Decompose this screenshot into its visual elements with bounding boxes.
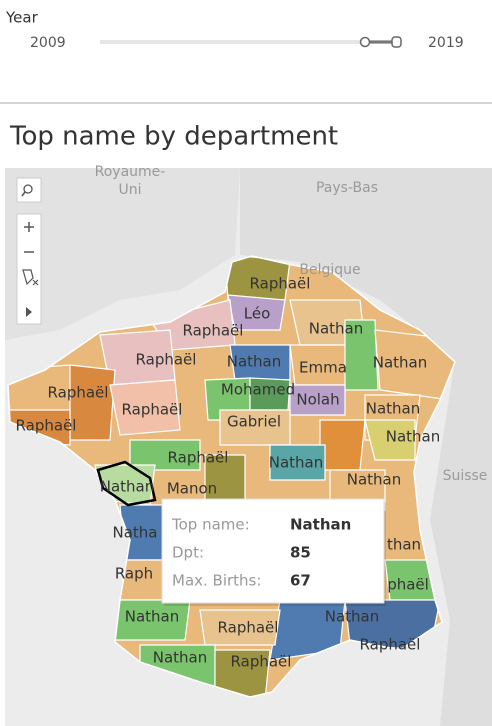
selected-department[interactable] bbox=[96, 460, 157, 507]
slider-thumb-min[interactable] bbox=[359, 36, 371, 48]
country-label: Uni bbox=[118, 182, 141, 198]
department-label: Raphaël bbox=[122, 401, 183, 419]
search-icon bbox=[23, 184, 33, 194]
country-label: Belgique bbox=[299, 262, 360, 278]
department-label: Nathan bbox=[153, 649, 208, 667]
tooltip-box bbox=[161, 498, 385, 604]
department-label: Léo bbox=[244, 305, 271, 323]
tooltip-label: Dpt: bbox=[172, 544, 204, 562]
country-label: Royaume- bbox=[95, 164, 166, 180]
department-label: Manon bbox=[167, 480, 217, 498]
search-icon bbox=[21, 191, 26, 197]
department-label: Raphaël bbox=[183, 322, 244, 340]
department-label: Nathan bbox=[325, 608, 380, 626]
slider-thumb-max[interactable] bbox=[391, 36, 402, 48]
zoom-in[interactable] bbox=[24, 222, 34, 232]
filter-min: 2009 bbox=[30, 35, 66, 51]
department-label: Nathan bbox=[269, 454, 324, 472]
department-label: Nolah bbox=[296, 391, 339, 409]
country-label: Pays-Bas bbox=[316, 180, 378, 196]
department-label: Natha bbox=[113, 524, 158, 542]
department-label: Nathan bbox=[309, 320, 364, 338]
department-label: than bbox=[387, 536, 421, 554]
department-label: Gabriel bbox=[227, 413, 281, 431]
department-labels: Raphaël Léo Raphaël Nathan Raphaël Natha… bbox=[16, 275, 441, 671]
department-label: Raphaël bbox=[250, 275, 311, 293]
tooltip: Top name: Nathan Dpt: 85 Max. Births: 67 bbox=[161, 498, 386, 606]
filter-max: 2019 bbox=[428, 35, 464, 51]
department-label: Nathan bbox=[347, 471, 402, 489]
department-label: Raphaël bbox=[360, 636, 421, 654]
department-label: Nathan bbox=[373, 354, 428, 372]
department-label: Nathan bbox=[100, 478, 155, 496]
department-label: Nathan bbox=[386, 428, 441, 446]
department-label: Raphaël bbox=[218, 619, 279, 637]
map-toolbar bbox=[16, 177, 42, 325]
tooltip-value: 85 bbox=[290, 544, 311, 562]
department-label: Raphaël bbox=[136, 351, 197, 369]
department-label: Raphaël bbox=[16, 417, 77, 435]
tooltip-label: Top name: bbox=[171, 516, 250, 534]
land-neighbours bbox=[240, 168, 492, 726]
department-label: Emma bbox=[299, 359, 347, 377]
expand-button[interactable] bbox=[26, 307, 32, 317]
land-uk bbox=[5, 168, 240, 340]
tooltip-label: Max. Births: bbox=[172, 572, 261, 590]
reset-button[interactable] bbox=[22, 269, 39, 286]
tooltip-value: Nathan bbox=[290, 516, 351, 534]
department-label: Nathan bbox=[125, 608, 180, 626]
sheet-title: Top name by department bbox=[9, 122, 338, 152]
department-label: Raph bbox=[115, 565, 153, 583]
search-button[interactable] bbox=[16, 177, 42, 203]
department-label: Mohamed bbox=[221, 381, 295, 399]
department-label: phaël bbox=[387, 576, 429, 594]
department-label: Nathan bbox=[366, 400, 421, 418]
filter-label: Year bbox=[5, 9, 39, 27]
france-outline bbox=[7, 255, 456, 698]
country-label: Suisse bbox=[443, 468, 488, 484]
zoom-panel bbox=[16, 213, 42, 325]
tooltip-value: 67 bbox=[290, 572, 311, 590]
department-label: Nathan bbox=[227, 353, 282, 371]
department-label: Raphaël bbox=[231, 653, 292, 671]
department-label: Raphaël bbox=[48, 384, 109, 402]
department-label: Raphaël bbox=[168, 449, 229, 467]
